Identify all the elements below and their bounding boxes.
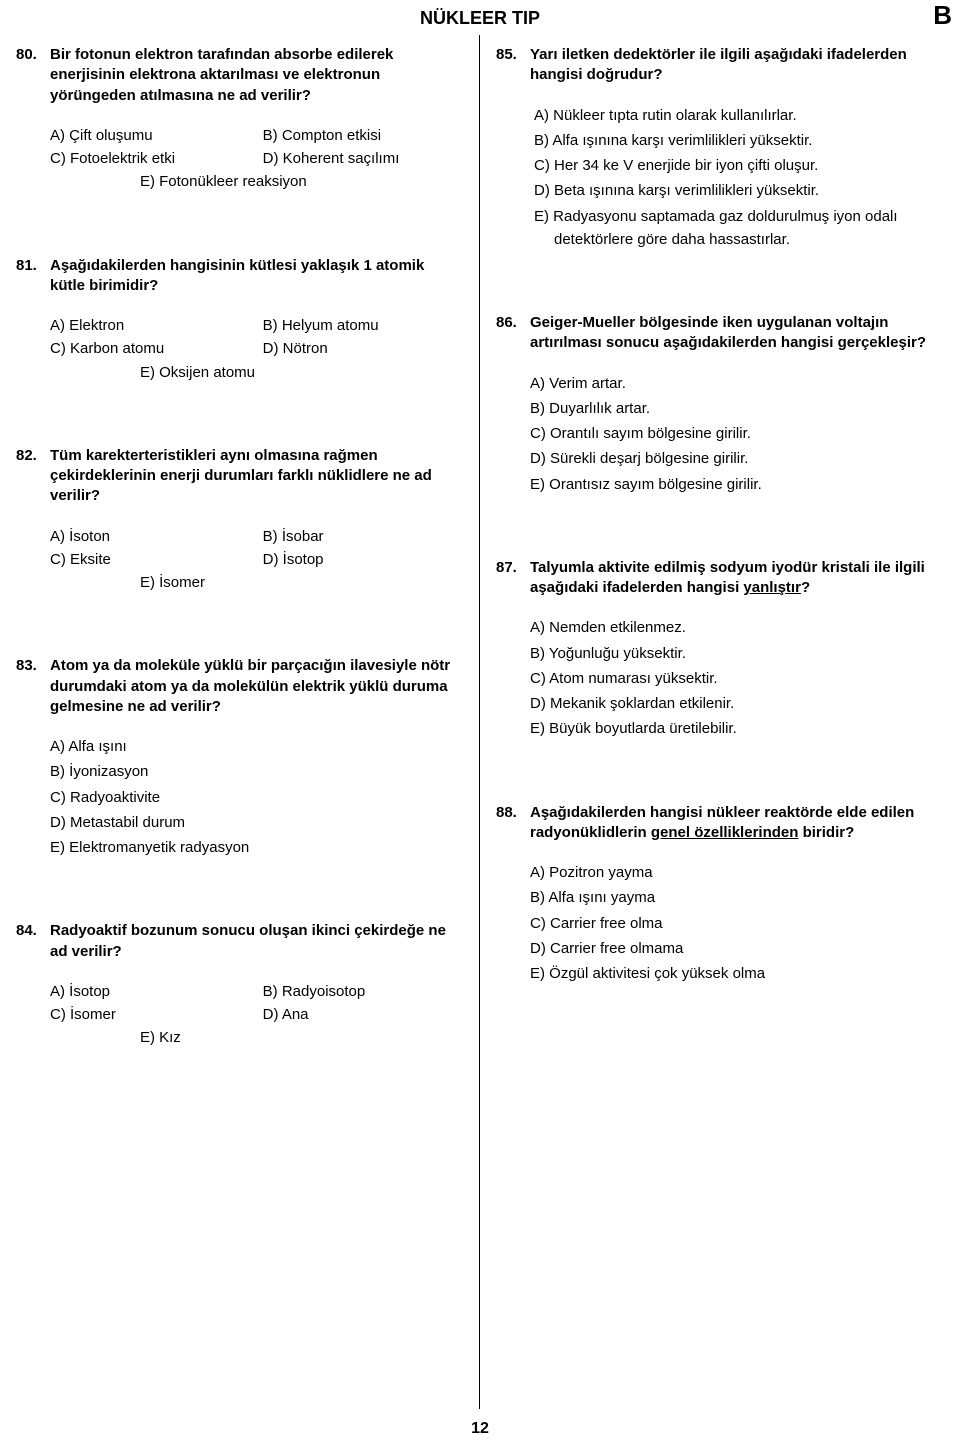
q80-number: 80. (16, 45, 50, 106)
q86-opt-d: D) Sürekli deşarj bölgesine girilir. (530, 447, 940, 470)
q80-opt-e: E) Fotonükleer reaksiyon (50, 170, 459, 193)
q86-opt-e: E) Orantısız sayım bölgesine girilir. (530, 473, 940, 496)
q87-opt-e: E) Büyük boyutlarda üretilebilir. (530, 717, 940, 740)
q88-opt-e: E) Özgül aktivitesi çok yüksek olma (530, 962, 940, 985)
question-82: 82. Tüm karekterteristikleri aynı olması… (16, 446, 459, 595)
q85-opt-b: B) Alfa ışınına karşı verimlilikleri yük… (550, 129, 940, 152)
q80-options: A) Çift oluşumu B) Compton etkisi C) Fot… (16, 124, 459, 194)
q88-text-post: biridir? (798, 824, 854, 841)
q80-opt-d: D) Koherent saçılımı (263, 147, 459, 170)
q83-number: 83. (16, 656, 50, 717)
content-columns: 80. Bir fotonun elektron tarafından abso… (0, 35, 960, 1409)
q82-text: Tüm karekterteristikleri aynı olmasına r… (50, 446, 459, 507)
q81-opt-d: D) Nötron (263, 337, 459, 360)
q82-number: 82. (16, 446, 50, 507)
q85-number: 85. (496, 45, 530, 86)
q86-opt-c: C) Orantılı sayım bölgesine girilir. (530, 422, 940, 445)
q80-opt-a: A) Çift oluşumu (50, 124, 263, 147)
q88-opt-a: A) Pozitron yayma (530, 861, 940, 884)
q81-opt-b: B) Helyum atomu (263, 314, 459, 337)
q82-opt-c: C) Eksite (50, 548, 263, 571)
q86-text: Geiger-Mueller bölgesinde iken uygulanan… (530, 313, 940, 354)
q81-opt-e: E) Oksijen atomu (50, 361, 459, 384)
q84-opt-e: E) Kız (50, 1026, 459, 1049)
q85-opt-c: C) Her 34 ke V enerjide bir iyon çifti o… (550, 154, 940, 177)
q81-options: A) Elektron B) Helyum atomu C) Karbon at… (16, 314, 459, 384)
question-87: 87. Talyumla aktivite edilmiş sodyum iyo… (496, 558, 940, 741)
q80-opt-c: C) Fotoelektrik etki (50, 147, 263, 170)
q87-text: Talyumla aktivite edilmiş sodyum iyodür … (530, 558, 940, 599)
q84-text: Radyoaktif bozunum sonucu oluşan ikinci … (50, 921, 459, 962)
question-80: 80. Bir fotonun elektron tarafından abso… (16, 45, 459, 194)
q82-opt-e: E) İsomer (50, 571, 459, 594)
q83-opt-d: D) Metastabil durum (50, 811, 459, 834)
q87-options: A) Nemden etkilenmez. B) Yoğunluğu yükse… (496, 616, 940, 740)
q88-number: 88. (496, 803, 530, 844)
q87-opt-a: A) Nemden etkilenmez. (530, 616, 940, 639)
question-84: 84. Radyoaktif bozunum sonucu oluşan iki… (16, 921, 459, 1049)
q81-number: 81. (16, 256, 50, 297)
header-title: NÜKLEER TIP (420, 8, 540, 28)
q88-options: A) Pozitron yayma B) Alfa ışını yayma C)… (496, 861, 940, 985)
q80-opt-b: B) Compton etkisi (263, 124, 459, 147)
page-header: NÜKLEER TIP B (0, 0, 960, 35)
q88-opt-c: C) Carrier free olma (530, 912, 940, 935)
q84-opt-d: D) Ana (263, 1003, 459, 1026)
page-number: 12 (471, 1420, 489, 1438)
q87-opt-c: C) Atom numarası yüksektir. (530, 667, 940, 690)
q84-opt-a: A) İsotop (50, 980, 263, 1003)
q83-options: A) Alfa ışını B) İyonizasyon C) Radyoakt… (16, 735, 459, 859)
q83-opt-a: A) Alfa ışını (50, 735, 459, 758)
question-83: 83. Atom ya da moleküle yüklü bir parçac… (16, 656, 459, 859)
q81-opt-a: A) Elektron (50, 314, 263, 337)
question-88: 88. Aşağıdakilerden hangisi nükleer reak… (496, 803, 940, 986)
q84-opt-c: C) İsomer (50, 1003, 263, 1026)
q88-opt-b: B) Alfa ışını yayma (530, 886, 940, 909)
q85-opt-d: D) Beta ışınına karşı verimlilikleri yük… (550, 179, 940, 202)
q82-opt-b: B) İsobar (263, 525, 459, 548)
q87-number: 87. (496, 558, 530, 599)
left-column: 80. Bir fotonun elektron tarafından abso… (0, 35, 480, 1409)
q85-opt-a: A) Nükleer tıpta rutin olarak kullanılır… (550, 104, 940, 127)
q86-number: 86. (496, 313, 530, 354)
q85-text: Yarı iletken dedektörler ile ilgili aşağ… (530, 45, 940, 86)
q87-opt-b: B) Yoğunluğu yüksektir. (530, 642, 940, 665)
q86-opt-b: B) Duyarlılık artar. (530, 397, 940, 420)
question-86: 86. Geiger-Mueller bölgesinde iken uygul… (496, 313, 940, 496)
q81-text: Aşağıdakilerden hangisinin kütlesi yakla… (50, 256, 459, 297)
q88-text-underline: genel özelliklerinden (651, 824, 799, 841)
q84-opt-b: B) Radyoisotop (263, 980, 459, 1003)
q86-opt-a: A) Verim artar. (530, 372, 940, 395)
question-85: 85. Yarı iletken dedektörler ile ilgili … (496, 45, 940, 251)
section-letter: B (933, 0, 952, 31)
q83-opt-c: C) Radyoaktivite (50, 786, 459, 809)
q87-text-post: ? (801, 579, 810, 596)
q85-options: A) Nükleer tıpta rutin olarak kullanılır… (496, 104, 940, 252)
q80-text: Bir fotonun elektron tarafından absorbe … (50, 45, 459, 106)
q85-opt-e: E) Radyasyonu saptamada gaz doldurulmuş … (550, 205, 940, 252)
q82-opt-a: A) İsoton (50, 525, 263, 548)
q84-number: 84. (16, 921, 50, 962)
q83-text: Atom ya da moleküle yüklü bir parçacığın… (50, 656, 459, 717)
q83-opt-e: E) Elektromanyetik radyasyon (50, 836, 459, 859)
q82-options: A) İsoton B) İsobar C) Eksite D) İsotop … (16, 525, 459, 595)
q88-opt-d: D) Carrier free olmama (530, 937, 940, 960)
q83-opt-b: B) İyonizasyon (50, 760, 459, 783)
q87-text-pre: Talyumla aktivite edilmiş sodyum iyodür … (530, 559, 925, 596)
q84-options: A) İsotop B) Radyoisotop C) İsomer D) An… (16, 980, 459, 1050)
q87-text-underline: yanlıştır (743, 579, 801, 596)
q81-opt-c: C) Karbon atomu (50, 337, 263, 360)
q87-opt-d: D) Mekanik şoklardan etkilenir. (530, 692, 940, 715)
q88-text: Aşağıdakilerden hangisi nükleer reaktörd… (530, 803, 940, 844)
right-column: 85. Yarı iletken dedektörler ile ilgili … (480, 35, 960, 1409)
question-81: 81. Aşağıdakilerden hangisinin kütlesi y… (16, 256, 459, 384)
q82-opt-d: D) İsotop (263, 548, 459, 571)
q86-options: A) Verim artar. B) Duyarlılık artar. C) … (496, 372, 940, 496)
